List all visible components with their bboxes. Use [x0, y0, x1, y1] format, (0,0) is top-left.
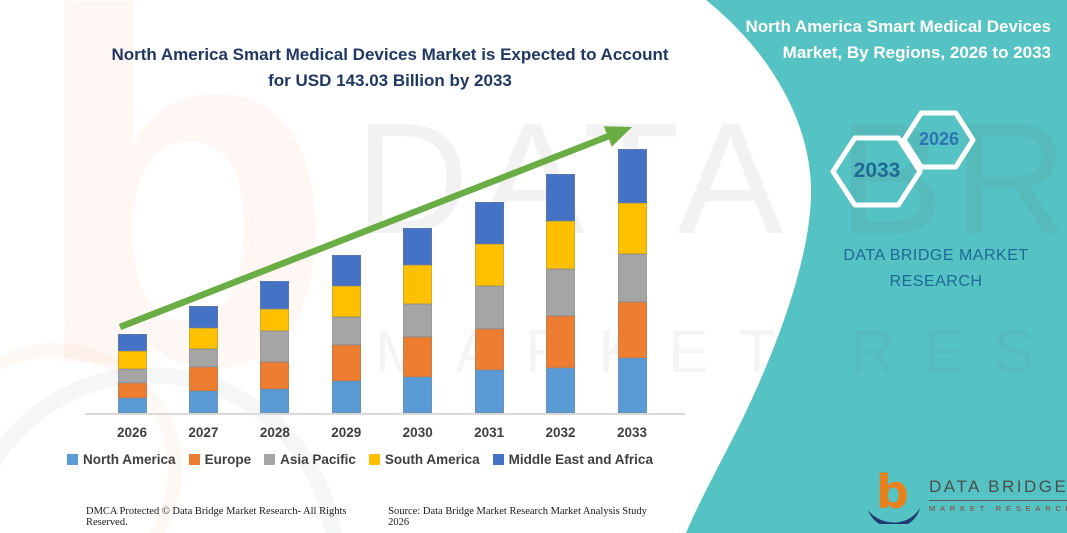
legend-item: Middle East and Africa: [492, 452, 653, 467]
stacked-bar-2029: [331, 255, 361, 413]
legend-label: Europe: [204, 452, 252, 467]
logo-title: DATA BRIDGE: [929, 477, 1067, 501]
legend-item: South America: [368, 452, 480, 467]
legend-label: Middle East and Africa: [508, 452, 653, 467]
stacked-bar-2033: [617, 149, 647, 413]
bar-segment: [188, 391, 218, 413]
chart-legend: North America Europe Asia Pacific South Ame…: [60, 452, 660, 467]
legend-label: North America: [83, 452, 176, 467]
bar-segment: [260, 362, 290, 389]
bar-segment: [617, 203, 647, 255]
chart-title: North America Smart Medical Devices Mark…: [111, 45, 669, 90]
bar-segment: [546, 268, 576, 316]
bar-segment: [546, 173, 576, 221]
bar-segment: [260, 309, 290, 332]
bar-segment: [546, 220, 576, 269]
legend-swatch: [492, 454, 504, 465]
bar-segment: [617, 254, 647, 303]
x-axis-label: 2029: [331, 425, 362, 440]
x-axis-label: 2030: [402, 425, 433, 440]
x-axis-line: [85, 413, 685, 415]
hexagon-year-2033: 2033: [853, 159, 901, 182]
hexagon-year-2026: 2026: [918, 129, 960, 149]
bar-segment: [117, 351, 147, 369]
stacked-bar-2031: [474, 201, 504, 413]
bar-segment: [474, 329, 504, 370]
bar-segment: [617, 358, 647, 413]
legend-swatch: [264, 454, 276, 465]
bar-segment: [403, 336, 433, 377]
bar-segment: [617, 302, 647, 358]
bar-segment: [403, 303, 433, 337]
x-axis-label: 2028: [259, 425, 290, 440]
bar-segment: [331, 286, 361, 318]
data-bridge-logo-icon: b: [868, 466, 920, 524]
legend-swatch: [67, 454, 79, 465]
legend-label: South America: [384, 452, 480, 467]
legend-swatch: [368, 454, 380, 465]
bar-segment: [403, 377, 433, 413]
x-axis-label: 2032: [545, 425, 576, 440]
footer-dmca-text: DMCA Protected © Data Bridge Market Rese…: [86, 506, 347, 528]
legend-item: Asia Pacific: [264, 452, 356, 467]
bar-segment: [403, 264, 433, 304]
bar-segment: [474, 201, 504, 244]
footer-source-text: Source: Data Bridge Market Research Mark…: [388, 506, 647, 528]
x-axis-label: 2033: [616, 425, 648, 440]
bar-segment: [260, 281, 290, 310]
bar-segment: [331, 317, 361, 346]
plot-area: 2026 2027 2028 2029 2030 2031 2032 2033: [85, 113, 685, 440]
bar-segment: [331, 381, 361, 413]
bar-segment: [474, 370, 504, 413]
x-axis-label: 2027: [188, 425, 219, 440]
trend-arrow-line: [118, 132, 611, 331]
legend-label: Asia Pacific: [280, 452, 356, 467]
bar-segment: [331, 255, 361, 287]
legend-item: North America: [67, 452, 176, 467]
logo-subtitle: MARKET RESEARCH: [929, 504, 1067, 513]
bar-segment: [188, 367, 218, 392]
logo-swoosh: [868, 508, 920, 524]
bar-segment: [188, 327, 218, 349]
legend-item: Europe: [188, 452, 252, 467]
stacked-bar-2027: [188, 305, 218, 413]
legend-swatch: [188, 454, 200, 465]
bar-segment: [260, 331, 290, 363]
bar-segment: [188, 305, 218, 328]
x-axis-label: 2026: [116, 425, 148, 440]
bar-segment: [331, 345, 361, 382]
bar-segment: [260, 389, 290, 413]
data-bridge-logo: b DATA BRIDGE MARKET RESEARCH: [868, 466, 1067, 524]
footer: DMCA Protected © Data Bridge Market Rese…: [86, 506, 668, 528]
stacked-bar-2030: [403, 228, 433, 413]
stacked-bar-2028: [260, 281, 290, 413]
bar-segment: [403, 228, 433, 265]
bar-segment: [117, 382, 147, 399]
bar-segment: [474, 286, 504, 330]
brand-name-text: DATA BRIDGE MARKET RESEARCH: [843, 247, 1029, 291]
bar-segment: [474, 243, 504, 287]
bar-segment: [188, 348, 218, 368]
x-axis-label: 2031: [474, 425, 505, 440]
logo-b-glyph: b: [876, 466, 909, 519]
trend-arrow: [118, 126, 632, 331]
stacked-bar-2032: [546, 173, 576, 413]
bar-segment: [117, 333, 147, 352]
bar-segment: [546, 315, 576, 368]
stacked-bar-2026: [117, 333, 147, 413]
bar-segment: [617, 149, 647, 204]
bar-segment: [117, 368, 147, 383]
side-panel-title: North America Smart Medical Devices Mark…: [745, 17, 1052, 63]
bar-segment: [546, 367, 576, 413]
trend-arrow-head: [603, 126, 632, 147]
bar-segment: [117, 398, 147, 413]
